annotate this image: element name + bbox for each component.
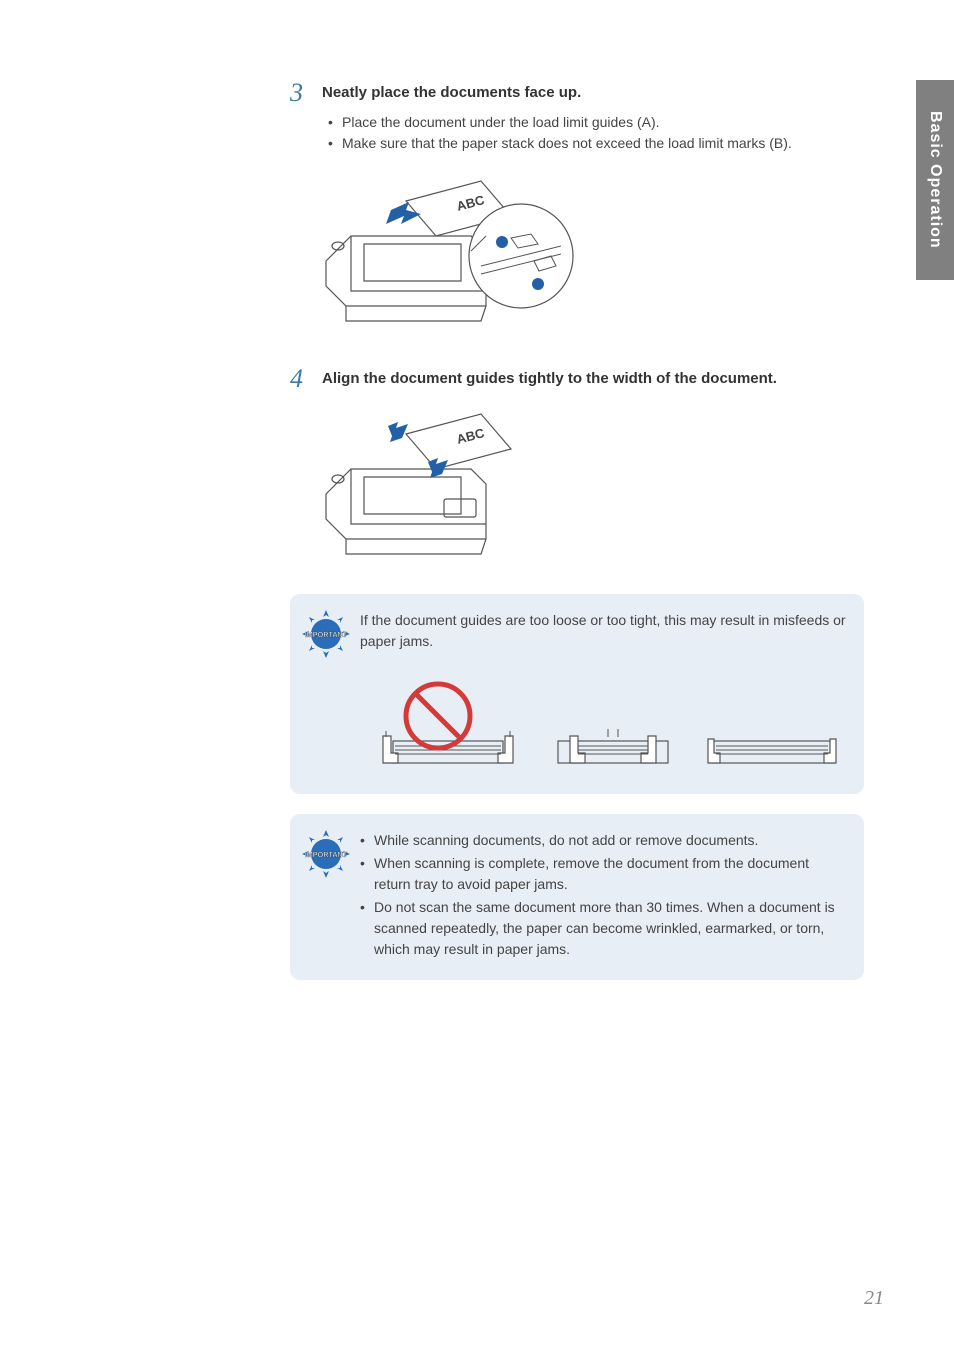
important-note-2: IMPORTANT While scanning documents, do n…	[290, 814, 864, 980]
section-tab: Basic Operation	[916, 80, 954, 280]
page-content: 3 Neatly place the documents face up. Pl…	[0, 0, 954, 980]
svg-text:IMPORTANT: IMPORTANT	[305, 630, 348, 639]
important-2-bullets: While scanning documents, do not add or …	[360, 830, 846, 960]
important-badge-icon: IMPORTANT	[300, 828, 352, 880]
step-3-bullets: Place the document under the load limit …	[328, 112, 864, 154]
step-number: 4	[290, 366, 310, 392]
important-badge-icon: IMPORTANT	[300, 608, 352, 660]
important-note-1: IMPORTANT If the document guides are too…	[290, 594, 864, 794]
step-4-illustration: ABC	[316, 404, 576, 564]
bullet-item: When scanning is complete, remove the do…	[360, 853, 846, 895]
bullet-item: Do not scan the same document more than …	[360, 897, 846, 960]
bullet-item: While scanning documents, do not add or …	[360, 830, 846, 851]
step-title: Neatly place the documents face up.	[322, 84, 581, 101]
step-3: 3 Neatly place the documents face up. Pl…	[290, 80, 864, 336]
svg-text:IMPORTANT: IMPORTANT	[305, 850, 348, 859]
step-4: 4 Align the document guides tightly to t…	[290, 366, 864, 564]
bullet-item: Place the document under the load limit …	[328, 112, 864, 133]
step-title: Align the document guides tightly to the…	[322, 370, 777, 387]
step-number: 3	[290, 80, 310, 106]
note-text: If the document guides are too loose or …	[360, 610, 846, 652]
page-number: 21	[864, 1287, 884, 1310]
guide-alignment-diagram	[360, 666, 846, 776]
step-3-illustration: ABC	[316, 166, 576, 336]
bullet-item: Make sure that the paper stack does not …	[328, 133, 864, 154]
